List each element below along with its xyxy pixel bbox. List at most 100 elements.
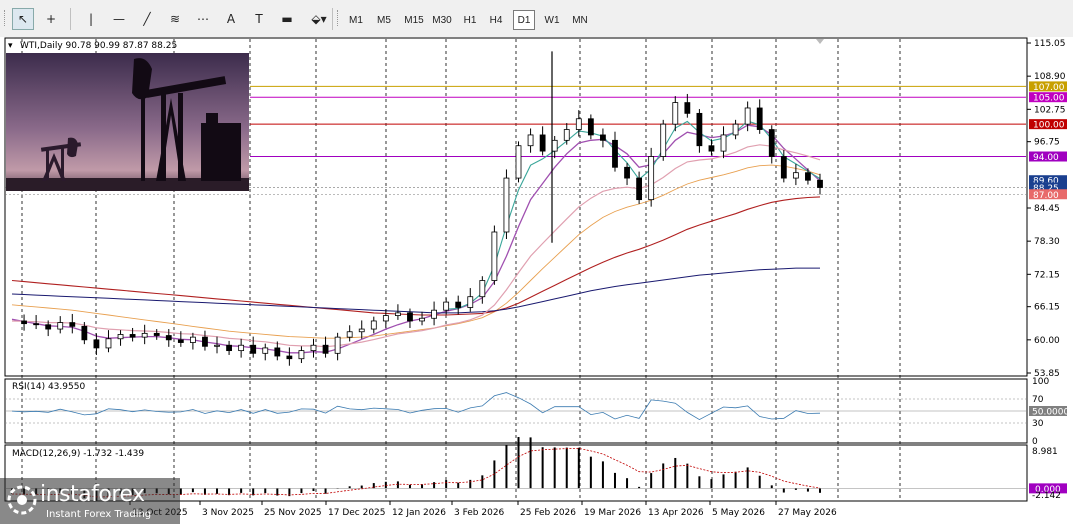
candle-body [105, 338, 112, 349]
price-tag [1029, 151, 1067, 162]
macd-bar [638, 486, 641, 489]
moving-average-line [11, 164, 821, 339]
timeframe-grip[interactable] [337, 10, 340, 26]
rsi-tick-label: 0 [1032, 437, 1038, 447]
moving-average-line [11, 267, 820, 314]
candle-body [395, 312, 401, 316]
candle-body [720, 134, 727, 152]
macd-bar [698, 476, 701, 489]
price-tick-label: 66.15 [1034, 303, 1060, 313]
price-axis: 115.05 108.90 102.75 96.75 84.45 78.30 72.15 66… [1027, 39, 1066, 379]
timeframe-m1-button[interactable]: M1 [349, 14, 363, 26]
timeframe-mn-button[interactable]: MN [572, 14, 588, 26]
candle-body [310, 344, 317, 352]
macd-bar [384, 481, 387, 489]
price-tag-label: 88.25 [1033, 184, 1059, 194]
price-tick-label: 53.85 [1034, 369, 1060, 379]
candle-body [527, 134, 534, 147]
candle-body [93, 339, 100, 349]
toolbar-grip[interactable] [4, 10, 7, 26]
timeframe-d1-button[interactable]: D1 [513, 10, 535, 30]
candle-body [165, 335, 172, 341]
chart-toolbar: ↖ + | — ╱ ≋ ⋯ A T ▬ ⬙▾ M1 M5 M15 M30 H1 H4 D1 W1 MN [0, 0, 1073, 38]
macd-bar [674, 457, 677, 489]
price-tag [1029, 189, 1067, 200]
timeframe-h4-button[interactable]: H4 [489, 14, 503, 26]
price-tag-label: 100.00 [1033, 121, 1065, 131]
price-tick-label: 96.75 [1034, 138, 1060, 148]
macd-bar [445, 480, 448, 489]
macd-bar [806, 488, 809, 492]
candle-body [768, 129, 775, 157]
macd-bar [433, 482, 436, 489]
chart-symbol-info: WTI,Daily 90.78 90.99 87.87 88.25 [20, 41, 177, 51]
candle-body [419, 317, 425, 322]
candle-body [539, 134, 546, 152]
candle-body [708, 145, 715, 152]
fibonacci-icon[interactable]: ⋯ [197, 12, 209, 26]
timeframe-m15-button[interactable]: M15 [404, 14, 424, 26]
macd-bar [264, 488, 267, 494]
horizontal-line-icon[interactable]: — [113, 12, 125, 26]
candle-body [503, 177, 510, 233]
main-price-pane: 115.05 108.90 102.75 96.75 84.45 78.30 72.15 66… [4, 37, 1067, 379]
candle-body [479, 280, 486, 298]
shapes-dropdown-icon[interactable]: ⬙▾ [311, 12, 327, 26]
macd-bar [288, 488, 291, 497]
text-label-icon[interactable]: T [255, 12, 263, 26]
channel-icon[interactable]: ≋ [169, 12, 181, 26]
rsi-line [11, 392, 821, 421]
shift-marker-icon[interactable] [816, 39, 824, 44]
macd-bar [348, 486, 351, 489]
rectangle-icon[interactable]: ▬ [281, 12, 293, 26]
macd-bar [191, 488, 194, 493]
candle-body [600, 134, 606, 141]
macd-bar [613, 472, 616, 489]
text-icon[interactable]: A [226, 12, 236, 26]
candle-body [238, 344, 245, 352]
price-tag-label: 105.00 [1033, 94, 1065, 104]
macd-bar [481, 475, 484, 489]
oil-pump-photo [6, 53, 249, 191]
macd-bar [469, 479, 472, 489]
candle-body [226, 344, 232, 352]
candle-body [636, 177, 643, 201]
timeframe-m30-button[interactable]: M30 [432, 14, 452, 26]
cursor-icon[interactable]: ↖ [12, 8, 34, 30]
candle-body [21, 320, 27, 325]
timeframe-w1-button[interactable]: W1 [544, 14, 560, 26]
price-tick-label: 84.45 [1034, 204, 1060, 214]
candle-body [515, 145, 522, 179]
macd-bar [626, 478, 629, 489]
macd-bar [324, 488, 327, 494]
macd-bar [216, 488, 219, 494]
price-tick-label: 60.00 [1034, 336, 1060, 346]
timeframe-m5-button[interactable]: M5 [377, 14, 391, 26]
price-tick-label: 78.30 [1034, 237, 1060, 247]
crosshair-icon[interactable]: + [45, 12, 57, 26]
macd-bar [203, 488, 206, 495]
macd-bar [372, 483, 375, 489]
macd-bar [770, 485, 773, 489]
timeframe-h1-button[interactable]: H1 [463, 14, 477, 26]
candle-body [612, 139, 618, 168]
candle-body [382, 315, 389, 322]
macd-bar [553, 447, 556, 489]
candle-body [817, 179, 823, 188]
candle-body [214, 344, 220, 347]
candle-body [334, 336, 341, 354]
candle-body [286, 355, 293, 360]
macd-bar [517, 437, 520, 489]
price-tag [1029, 175, 1067, 186]
symbol-dropdown-icon: ▾ [8, 41, 13, 51]
date-label: 25 Nov 2025 [264, 508, 322, 518]
macd-bar [541, 447, 544, 489]
vertical-line-icon[interactable]: | [88, 12, 94, 26]
date-label: 19 Mar 2026 [584, 508, 641, 518]
trendline-icon[interactable]: ╱ [143, 12, 151, 26]
rsi-tick-label: 100 [1032, 377, 1049, 387]
candle-body [563, 129, 570, 141]
moving-average-line [11, 196, 821, 316]
candle-body [57, 322, 64, 330]
